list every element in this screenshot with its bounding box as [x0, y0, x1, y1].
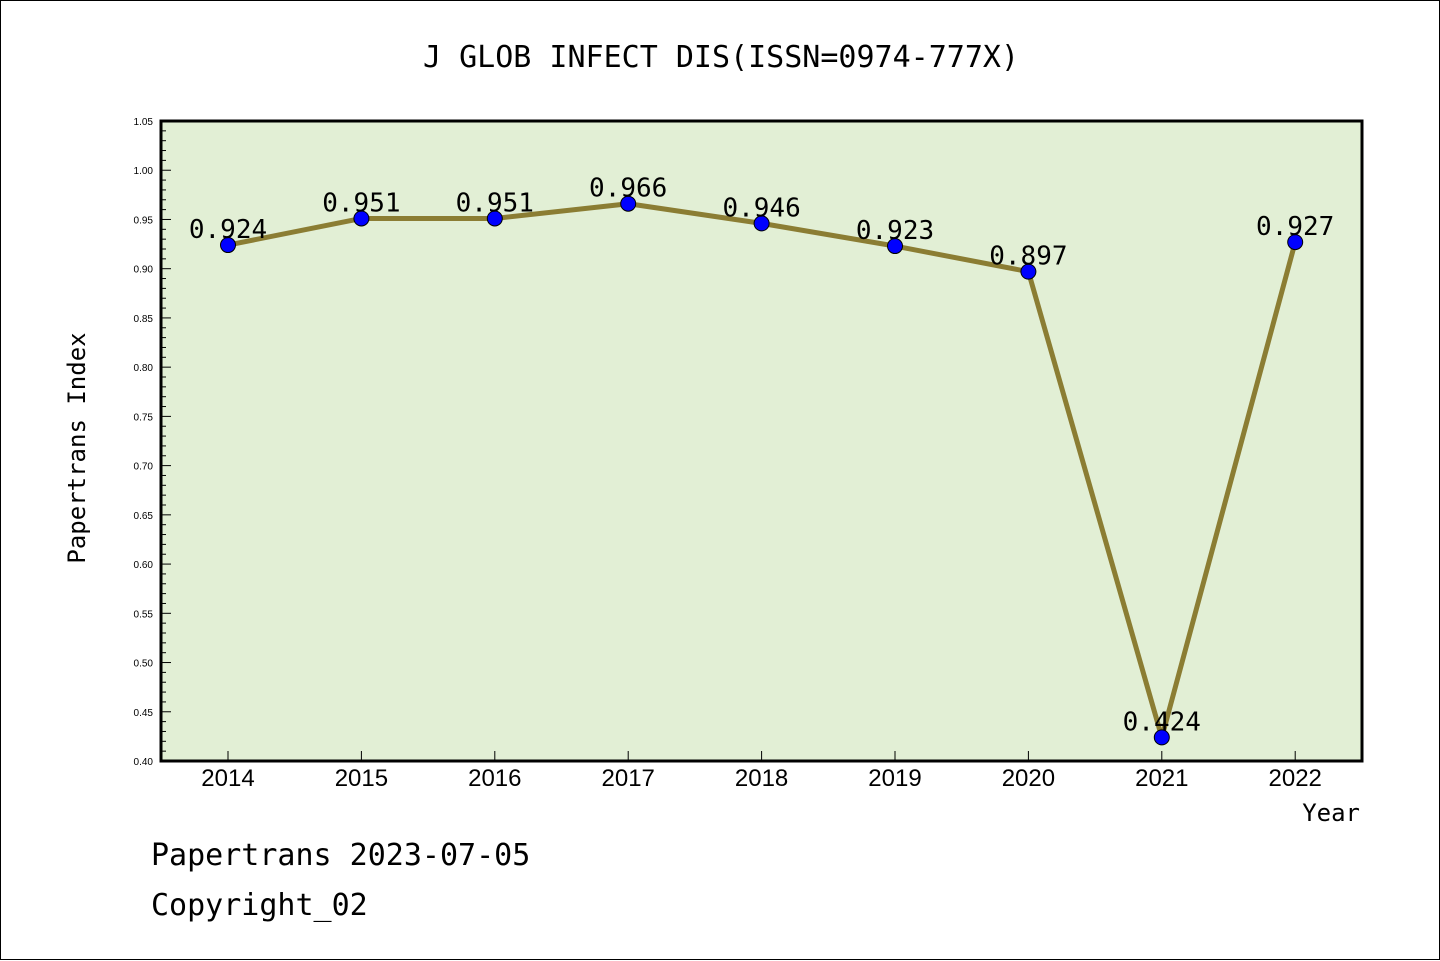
data-label: 0.927: [1256, 212, 1334, 242]
y-tick-label: 0.65: [134, 511, 154, 522]
data-label: 0.924: [189, 215, 267, 245]
y-tick-label: 0.85: [134, 314, 154, 325]
footer-date: Papertrans 2023-07-05: [151, 838, 530, 873]
data-label: 0.897: [989, 242, 1067, 272]
x-axis-title: Year: [1302, 799, 1360, 827]
data-point-marker: [1287, 234, 1304, 251]
y-tick-label: 0.90: [134, 265, 154, 276]
marker-group: [220, 195, 1304, 746]
x-tick-label: 2016: [468, 765, 521, 792]
data-label: 0.424: [1123, 707, 1201, 737]
y-tick-label: 0.55: [134, 609, 154, 620]
data-point-marker: [353, 210, 370, 227]
data-point-marker: [1153, 729, 1170, 746]
x-tick-label: 2021: [1135, 765, 1188, 792]
y-tick-label: 0.80: [134, 363, 154, 374]
data-point-marker: [887, 238, 903, 255]
data-label: 0.946: [722, 193, 800, 223]
data-label: 0.923: [856, 216, 934, 246]
data-label: 0.951: [322, 188, 400, 218]
data-label-group: 0.924 0.951 0.951 0.966 0.946 0.923 0.897 0.424…: [189, 174, 1334, 738]
y-tick-label: 0.60: [134, 560, 154, 571]
x-tick-label: 2019: [868, 765, 921, 792]
data-point-marker: [1020, 263, 1037, 280]
x-tick-label: 2014: [201, 765, 254, 792]
footer-copyright: Copyright_02: [151, 888, 368, 923]
x-tick-label: 2022: [1269, 765, 1322, 792]
y-tick-label: 0.75: [134, 412, 154, 423]
y-tick-label: 0.95: [134, 215, 154, 226]
x-tick-label: 2018: [735, 765, 788, 792]
plot-border: [159, 119, 1364, 763]
data-point-marker: [620, 195, 637, 212]
data-point-marker: [220, 237, 236, 254]
x-tick-label: 2015: [335, 765, 388, 792]
x-tick-label: 2017: [602, 765, 655, 792]
data-label: 0.951: [456, 188, 534, 218]
chart-title: J GLOB INFECT DIS(ISSN=0974-777X): [423, 40, 1019, 75]
x-tick-label: 2020: [1002, 765, 1055, 792]
y-tick-label: 0.70: [134, 462, 154, 473]
y-tick-label: 1.05: [134, 117, 154, 128]
y-tick-label: 0.45: [134, 708, 154, 719]
y-tick-label: 0.40: [134, 757, 154, 768]
data-point-marker: [753, 215, 770, 232]
data-point-marker: [486, 210, 503, 227]
x-axis: 2014 2015 2016 2017 2018 2019 2020 2021 2022: [201, 751, 1322, 792]
y-axis: 0.40 0.45 0.50 0.55 0.60 0.65 0.70 0.75 0.80 0.85…: [134, 117, 171, 768]
y-axis-title: Papertrans Index: [63, 332, 91, 563]
y-tick-label: 0.50: [134, 659, 154, 670]
y-tick-label: 1.00: [134, 166, 154, 177]
data-label: 0.966: [589, 174, 667, 204]
